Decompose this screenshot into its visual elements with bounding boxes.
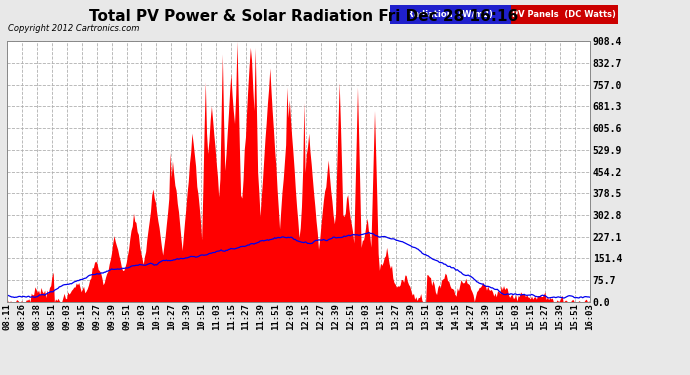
Text: Total PV Power & Solar Radiation Fri Dec 28 16:16: Total PV Power & Solar Radiation Fri Dec…: [89, 9, 518, 24]
Text: PV Panels  (DC Watts): PV Panels (DC Watts): [512, 10, 616, 19]
Text: Radiation  (W/m2): Radiation (W/m2): [407, 10, 493, 19]
Text: Copyright 2012 Cartronics.com: Copyright 2012 Cartronics.com: [8, 24, 139, 33]
